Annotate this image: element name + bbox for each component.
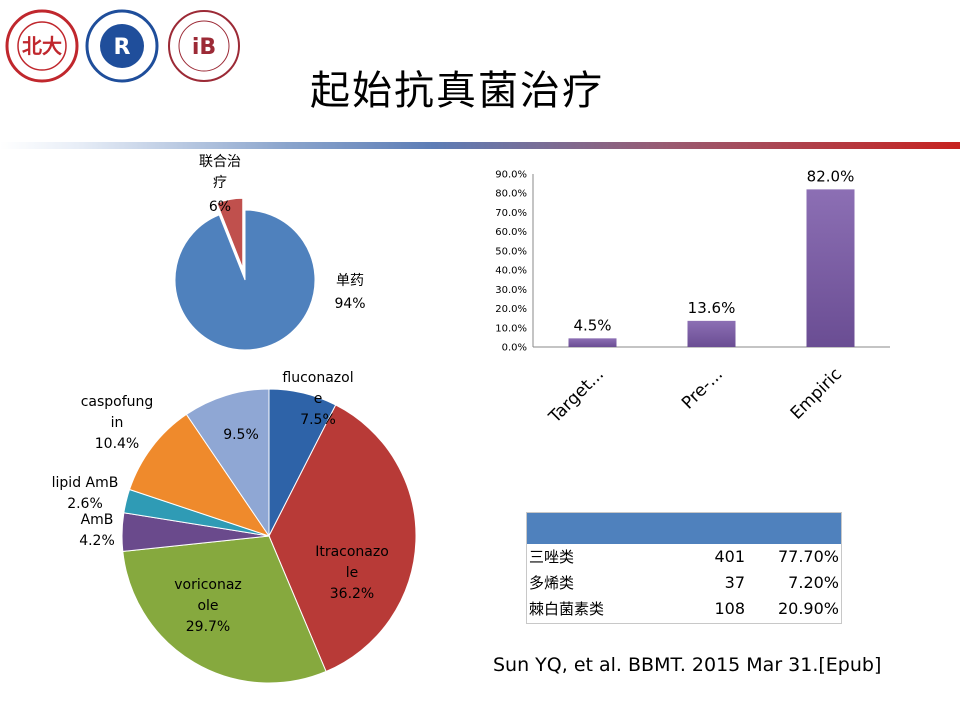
bar-pre- <box>687 320 736 347</box>
table-row: 多烯类 37 7.20% <box>527 570 841 596</box>
pie-label-line: caspofung <box>81 394 154 410</box>
pie-label-line: ole <box>197 598 218 614</box>
svg-text:R: R <box>114 35 131 60</box>
y-tick-label: 30.0% <box>495 285 527 296</box>
pie-label-line: lipid AmB <box>52 475 119 491</box>
table-cell-percent: 77.70% <box>777 547 839 566</box>
pie-label-line: voriconaz <box>174 577 242 593</box>
pie-value-label: 10.4% <box>95 436 139 452</box>
pie-value-label: 36.2% <box>330 586 374 602</box>
svg-text:iB: iB <box>192 35 216 60</box>
table-row: 棘白菌素类 108 20.90% <box>527 596 841 622</box>
label-combination-line1: 联合治 <box>199 154 241 170</box>
pie-slice-slice-6 <box>185 388 270 538</box>
pie-value-label: 9.5% <box>223 427 259 443</box>
table-cell-class: 多烯类 <box>529 574 575 592</box>
pie-value-label: 7.5% <box>300 412 336 428</box>
y-tick-label: 70.0% <box>495 208 527 219</box>
pie-slice-monotherapy <box>174 209 316 351</box>
pie-label-line: e <box>314 391 323 407</box>
table-cell-class: 棘白菌素类 <box>529 600 605 618</box>
y-tick-label: 50.0% <box>495 246 527 257</box>
x-tick-label: Empiric <box>787 364 846 423</box>
title-divider <box>0 142 960 149</box>
pie-label-voriconazole: voriconaz ole 29.7% <box>174 577 242 635</box>
pie-slice-itraconazole <box>268 404 417 673</box>
bar-data-label: 4.5% <box>573 316 611 334</box>
pie-label-lipid-amb: lipid AmB 2.6% <box>52 475 119 512</box>
pie-value-label: 29.7% <box>186 619 230 635</box>
drug-class-table: 三唑类 401 77.70% 多烯类 37 7.20% 棘白菌素类 108 20.90% <box>526 512 842 624</box>
institute-of-hematology-logo: iB <box>168 10 240 82</box>
bar-target- <box>568 338 617 347</box>
x-tick-label: Pre-... <box>678 364 727 413</box>
table-cell-percent: 7.20% <box>788 573 839 592</box>
pie-label-itraconazole: Itraconazo le 36.2% <box>315 544 389 602</box>
citation: Sun YQ, et al. BBMT. 2015 Mar 31.[Epub] <box>493 654 882 676</box>
slide-title: 起始抗真菌治疗 <box>310 68 604 114</box>
bar-data-label: 82.0% <box>807 167 855 185</box>
pie-label-line: fluconazol <box>282 370 353 386</box>
table-cell-class: 三唑类 <box>529 548 575 566</box>
pie-label-amb: AmB 4.2% <box>79 512 115 549</box>
pie-slice-voriconazole <box>122 535 327 684</box>
y-tick-label: 40.0% <box>495 266 527 277</box>
antifungal-drug-pie-chart: fluconazol e 7.5% Itraconazo le 36.2% voricona… <box>52 370 417 684</box>
pie-slice-caspofungin <box>128 413 271 537</box>
table-row: 三唑类 401 77.70% <box>527 544 841 570</box>
label-combination-line2: 疗 <box>213 175 227 191</box>
y-tick-label: 0.0% <box>502 343 527 354</box>
pie-label-slice-6: 9.5% <box>223 427 259 443</box>
label-combination-value: 6% <box>209 199 231 215</box>
table-cell-percent: 20.90% <box>777 599 839 618</box>
pie-value-label: 2.6% <box>67 496 103 512</box>
pie-value-label: 4.2% <box>79 533 115 549</box>
y-tick-label: 10.0% <box>495 323 527 334</box>
pie-label-line: le <box>346 565 359 581</box>
table-cell-count: 401 <box>714 547 745 566</box>
pie-label-line: in <box>111 415 124 431</box>
bar-data-label: 13.6% <box>688 299 736 317</box>
label-monotherapy: 单药 <box>336 273 364 289</box>
peking-university-logo: 北大 <box>5 9 79 83</box>
peking-university-people-hospital-logo: R <box>85 9 159 83</box>
table-cell-count: 108 <box>714 599 745 618</box>
label-monotherapy-value: 94% <box>334 296 365 312</box>
pie-label-line: Itraconazo <box>315 544 389 560</box>
pie-label-caspofungin: caspofung in 10.4% <box>81 394 154 452</box>
y-tick-label: 80.0% <box>495 189 527 200</box>
pie-label-fluconazole: fluconazol e 7.5% <box>282 370 353 428</box>
y-tick-label: 90.0% <box>495 170 527 181</box>
y-tick-label: 60.0% <box>495 227 527 238</box>
svg-text:北大: 北大 <box>22 34 62 58</box>
x-tick-label: Target... <box>545 364 609 428</box>
bar-empiric <box>806 189 855 347</box>
strategy-bar-chart: 0.0% 10.0% 20.0% 30.0% 40.0% 50.0% 60.0% 70.0% 8… <box>495 167 890 428</box>
pie-label-line: AmB <box>81 512 114 528</box>
pie-slice-combination <box>216 197 244 269</box>
y-tick-label: 20.0% <box>495 304 527 315</box>
table-header <box>527 513 841 544</box>
table-cell-count: 37 <box>724 573 745 592</box>
